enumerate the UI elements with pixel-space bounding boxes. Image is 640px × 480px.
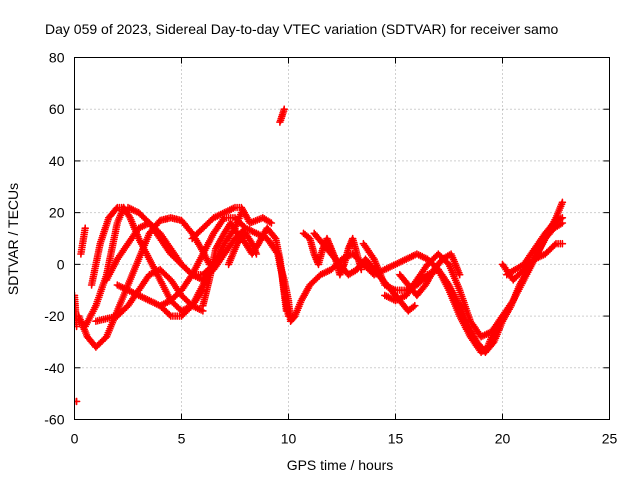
x-tick-label: 10 xyxy=(281,431,297,447)
x-tick-label: 5 xyxy=(178,431,186,447)
x-axis-label: GPS time / hours xyxy=(287,457,394,473)
series-track-14 xyxy=(224,229,261,269)
y-tick-label: -60 xyxy=(44,412,64,428)
gridlines xyxy=(74,57,610,420)
data-series xyxy=(74,105,567,406)
x-tick-label: 25 xyxy=(602,431,618,447)
y-tick-label: 20 xyxy=(49,205,65,221)
chart-title: Day 059 of 2023, Sidereal Day-to-day VTE… xyxy=(45,21,558,37)
y-tick-label: 40 xyxy=(49,153,65,169)
y-tick-label: 80 xyxy=(49,50,65,66)
x-tick-label: 15 xyxy=(388,431,404,447)
x-tick-label: 0 xyxy=(71,431,79,447)
y-tick-label: -20 xyxy=(44,308,64,324)
y-axis-label: SDTVAR / TECUs xyxy=(5,183,21,295)
series-track-15 xyxy=(276,105,288,126)
series-track-4 xyxy=(77,224,89,258)
series-track-20 xyxy=(381,250,507,341)
series-track-23 xyxy=(503,214,567,279)
x-tick-label: 20 xyxy=(495,431,511,447)
series-track-12 xyxy=(188,203,276,243)
series-track-21 xyxy=(396,250,464,300)
plot-frame xyxy=(74,57,610,420)
y-tick-label: 60 xyxy=(49,101,65,117)
series-track-6 xyxy=(87,203,128,289)
y-tick-label: 0 xyxy=(57,256,65,272)
y-tick-label: -40 xyxy=(44,360,64,376)
